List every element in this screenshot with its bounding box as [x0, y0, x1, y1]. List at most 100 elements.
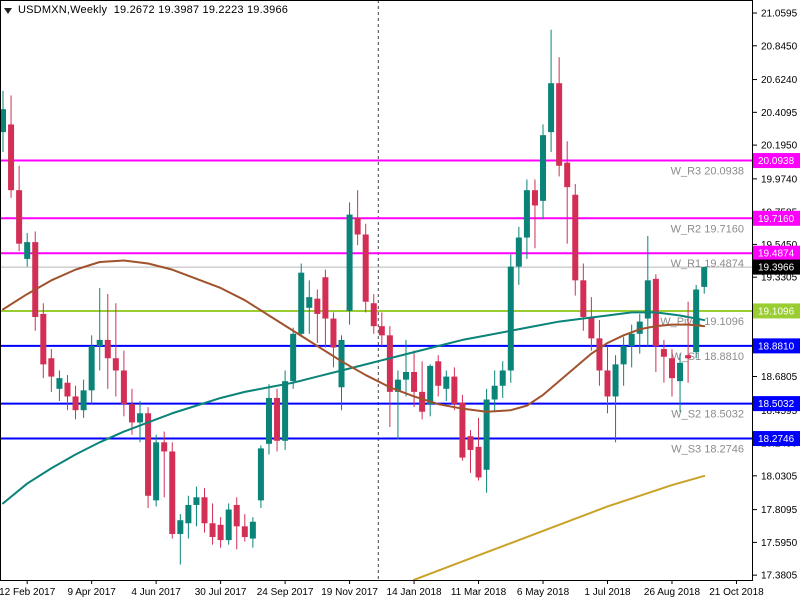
candlestick: [80, 379, 87, 418]
candlestick: [491, 370, 498, 412]
candlestick: [540, 124, 547, 220]
candlestick: [362, 223, 369, 313]
candlestick: [612, 355, 619, 443]
pivot-lines: [1, 159, 752, 440]
candlestick: [209, 503, 216, 545]
candlestick: [185, 495, 192, 539]
candlestick: [290, 327, 297, 389]
time-axis[interactable]: 12 Feb 2017 9 Apr 2017 4 Jun 2017 30 Jul 20…: [0, 580, 764, 598]
price-tick-label: 19.5450: [761, 240, 798, 251]
candlestick: [40, 303, 47, 379]
candlestick: [596, 320, 603, 386]
date-tick-label: 12 Feb 2017: [0, 587, 56, 598]
candlestick: [483, 388, 490, 493]
svg-text:20.0938: 20.0938: [758, 156, 795, 167]
candlestick: [161, 431, 168, 498]
candlestick: [378, 312, 385, 347]
candlestick: [330, 312, 337, 368]
candlestick: [104, 294, 111, 389]
price-level-badge-W_R2: 19.7160: [753, 210, 800, 226]
svg-text:18.2746: 18.2746: [758, 434, 795, 445]
candlestick: [620, 336, 627, 386]
candlestick: [96, 287, 103, 371]
candlestick: [685, 301, 692, 383]
candlestick: [201, 488, 208, 533]
date-tick-label: 19 Nov 2017: [321, 587, 378, 598]
candlestick: [314, 289, 321, 343]
candlestick: [499, 361, 506, 398]
candlestick: [48, 349, 55, 392]
ma-gold: [413, 474, 706, 580]
current-price-badge: 19.3966: [753, 259, 800, 275]
price-level-badge-W_Pivot: 19.1096: [753, 303, 800, 319]
price-level-badges: 20.0938 19.7160 19.4874 19.1096 18.8810 18.50…: [753, 153, 800, 447]
date-tick-label: 4 Jun 2017: [131, 587, 181, 598]
candlestick: [564, 141, 571, 244]
candlestick: [556, 57, 563, 177]
candlestick: [265, 384, 272, 455]
price-tick-label: 20.8450: [761, 41, 798, 52]
candlestick: [257, 445, 264, 508]
candlestick: [403, 339, 409, 397]
candlestick: [32, 231, 39, 331]
price-axis[interactable]: 21.0595 20.8450 20.6240 20.4095 20.1950 19.97…: [752, 9, 798, 582]
price-tick-label: 17.8095: [761, 505, 798, 516]
date-tick-label: 14 Jan 2018: [387, 587, 442, 598]
candlestick: [249, 517, 256, 548]
price-tick-label: 20.1950: [761, 141, 798, 152]
date-tick-label: 9 Apr 2017: [67, 587, 116, 598]
price-level-badge-W_S3: 18.2746: [753, 431, 800, 447]
candlestick: [451, 367, 458, 411]
candlestick: [548, 29, 555, 152]
price-level-badge-W_S1: 18.8810: [753, 338, 800, 354]
candlestick: [531, 179, 538, 249]
candlestick: [233, 497, 240, 550]
chart-title: USDMXN,Weekly 19.2672 19.3987 19.2223 19…: [4, 4, 288, 16]
candlestick: [580, 263, 587, 331]
candlestick: [386, 326, 393, 428]
candlestick: [523, 179, 530, 259]
candlestick: [145, 407, 152, 508]
ma-brown: [2, 259, 706, 413]
plot-frame: [0, 0, 753, 581]
candlestick: [338, 335, 345, 411]
candlestick: [507, 254, 514, 383]
date-tick-label: 11 Mar 2018: [451, 587, 507, 598]
candlestick: [225, 503, 232, 545]
candlestick: [411, 350, 418, 408]
candlestick: [459, 394, 466, 461]
candlestick: [572, 184, 579, 296]
candlestick: [193, 486, 200, 527]
pivot-label-W_S3: W_S3 18.2746: [671, 444, 744, 456]
candlestick: [588, 297, 595, 351]
candlestick: [88, 335, 95, 405]
symbol-period-label: USDMXN,Weekly: [18, 4, 108, 16]
candlestick: [660, 339, 667, 383]
price-tick-label: 21.0595: [761, 9, 798, 20]
price-tick-label: 19.9740: [761, 174, 798, 185]
date-tick-label: 26 Aug 2018: [644, 587, 701, 598]
candlestick: [435, 355, 442, 397]
price-tick-label: 17.5950: [761, 538, 798, 549]
candlestick: [56, 370, 63, 402]
candlestick: [515, 226, 522, 285]
candlestick: [112, 303, 119, 397]
candlestick: [354, 190, 361, 246]
candlestick: [64, 375, 71, 411]
candlestick: [24, 232, 31, 267]
candlestick: [394, 370, 401, 440]
ohlc-readout: 19.2672 19.3987 19.2223 19.3966: [113, 4, 289, 16]
date-tick-label: 21 Oct 2018: [709, 587, 764, 598]
candlestick: [475, 417, 482, 481]
price-level-badge-W_R3: 20.0938: [753, 153, 800, 169]
candlestick: [677, 353, 684, 412]
price-tick-label: 20.4095: [761, 108, 798, 119]
candlestick: [217, 517, 224, 548]
svg-text:19.1096: 19.1096: [758, 306, 795, 317]
svg-text:19.3966: 19.3966: [758, 263, 795, 274]
price-tick-label: 17.3805: [761, 571, 798, 582]
candlestick: [16, 165, 23, 252]
